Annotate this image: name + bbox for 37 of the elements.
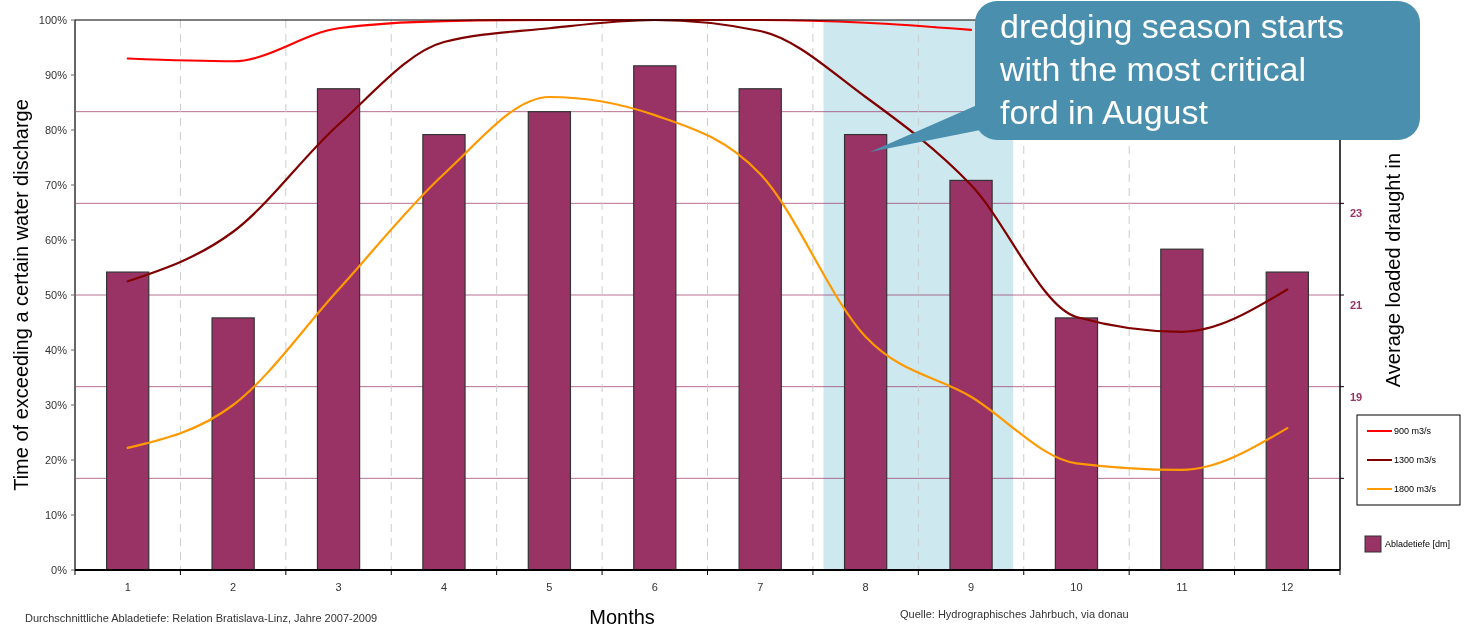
x-tick-label: 4 <box>440 581 448 593</box>
legend-label: 1800 m3/s <box>1394 484 1437 495</box>
x-axis-title: Months <box>589 606 655 628</box>
y-tick-label: 20% <box>44 453 68 466</box>
text: Durchschnittliche Abladetiefe: Relation Bratislava-Linz, Jahre 2007-2009 <box>25 612 378 624</box>
y-tick-label: 10% <box>44 508 68 521</box>
x-tick-label: 9 <box>967 581 975 593</box>
x-tick-label: 8 <box>862 581 869 593</box>
source-note: Quelle: Hydrographisches Jahrbuch, via donau <box>900 608 1129 620</box>
y-tick-label: 40% <box>44 343 68 356</box>
y-tick-label: 100% <box>38 13 68 26</box>
x-tick-label: 1 <box>124 581 131 593</box>
line-series <box>126 95 1289 471</box>
x-tick-label: 2 <box>230 581 237 593</box>
y2-tick-label: 19 <box>1350 390 1363 403</box>
y-tick-label: 80% <box>44 123 68 136</box>
legend-label: 1300 m3/s <box>1394 455 1437 466</box>
y-tick-label: 0% <box>51 563 68 576</box>
y-tick-label: 30% <box>44 398 68 411</box>
x-tick-label: 10 <box>1070 581 1083 593</box>
y-tick-label: 70% <box>44 178 68 191</box>
y-tick-label: 60% <box>44 233 68 246</box>
y2-axis-title: Average loaded draught in <box>1382 152 1404 388</box>
x-tick-label: 12 <box>1281 581 1294 593</box>
y2-tick-label: 21 <box>1350 299 1363 311</box>
legend-label: Abladetiefe [dm] <box>1385 539 1451 550</box>
y-axis-title: Time of exceeding a certain water discharge <box>10 99 32 491</box>
x-tick-label: 6 <box>651 581 658 593</box>
x-tick-label: 7 <box>757 581 764 593</box>
annotation: dredging season starts with the most critical ford in August <box>999 7 1344 131</box>
legend-label: 900 m3/s <box>1394 426 1432 437</box>
y-tick-label: 90% <box>44 68 68 81</box>
x-tick-label: 5 <box>546 581 553 593</box>
y2-tick-label: 23 <box>1350 207 1363 220</box>
x-tick-label: 3 <box>335 581 342 593</box>
y-tick-label: 50% <box>44 288 68 301</box>
x-tick-label: 11 <box>1176 581 1188 593</box>
